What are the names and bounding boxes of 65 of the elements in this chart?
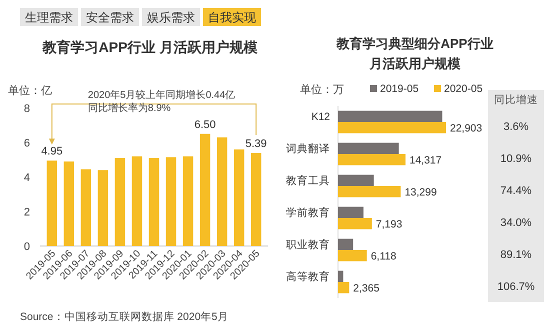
bar	[338, 122, 446, 134]
bar	[166, 157, 176, 246]
source-note: Source：中国移动互联网数据库 2020年5月	[20, 310, 228, 323]
data-label: 14,317	[410, 154, 442, 167]
y-axis-title: 单位：亿	[8, 84, 52, 97]
bar	[98, 170, 108, 246]
text: 娱乐需求	[147, 10, 195, 24]
y-tick-label: K12	[311, 111, 330, 123]
bar	[338, 270, 344, 282]
data-label: 6.50	[194, 118, 216, 131]
text: 10.9%	[500, 153, 532, 165]
text: 安全需求	[86, 10, 134, 24]
y-tick-label: 2	[24, 206, 30, 218]
legend-label: 2019-05	[380, 83, 419, 95]
chart-title: 教育学习APP行业 月活跃用户规模	[42, 39, 258, 55]
chart-title: 教育学习典型细分APP行业月活跃用户规模	[336, 36, 494, 71]
bar	[338, 110, 442, 122]
data-label: 22,903	[450, 122, 482, 135]
y-tick-label: 4	[24, 172, 30, 184]
bar	[64, 161, 74, 246]
y-tick-label: 8	[24, 103, 30, 115]
x-axis-title: 单位：万	[300, 83, 344, 96]
y-tick-label: 教育工具	[286, 174, 330, 187]
bar	[338, 174, 374, 186]
y-tick-label: 词典翻译	[286, 142, 330, 155]
data-label: 13,299	[404, 186, 437, 199]
bar	[250, 153, 262, 246]
bar	[338, 282, 350, 294]
data-label: 5.39	[245, 138, 267, 150]
text: 生理需求	[25, 10, 73, 24]
annotation: 同比增长率为8.9%	[88, 102, 171, 114]
bar	[338, 218, 372, 230]
bar	[338, 206, 364, 218]
y-tick-label: 6	[24, 138, 30, 150]
bar	[338, 154, 406, 166]
y-tick-label: 0	[24, 241, 30, 253]
bar	[148, 158, 160, 246]
bar	[114, 158, 126, 246]
text: 34.0%	[500, 217, 532, 229]
legend-label: 2020-05	[444, 83, 483, 95]
text: 3.6%	[503, 121, 529, 133]
text: 2020年5月较上年同期增长0.44亿	[88, 89, 236, 101]
data-label: 4.95	[41, 146, 63, 158]
text: 74.4%	[500, 185, 532, 197]
y-tick-label: 学前教育	[286, 206, 330, 219]
bar	[132, 156, 142, 246]
bar	[338, 186, 401, 198]
y-tick-label: 职业教育	[286, 238, 330, 251]
text: 106.7%	[497, 281, 535, 293]
y-tick-label: 高等教育	[286, 270, 330, 283]
text: 自我实现	[208, 10, 256, 24]
bar	[338, 238, 354, 250]
data-label: 7,193	[376, 218, 402, 231]
bar	[216, 137, 228, 246]
bar	[46, 160, 58, 246]
bar	[338, 250, 367, 262]
bar	[338, 142, 399, 154]
data-label: 6,118	[370, 250, 397, 263]
bar	[200, 134, 210, 246]
bar	[80, 169, 92, 246]
data-label: 2,365	[353, 282, 380, 295]
text: 89.1%	[500, 249, 532, 261]
text: 同比增速	[494, 93, 538, 106]
bar	[234, 149, 244, 246]
bar	[182, 156, 194, 246]
